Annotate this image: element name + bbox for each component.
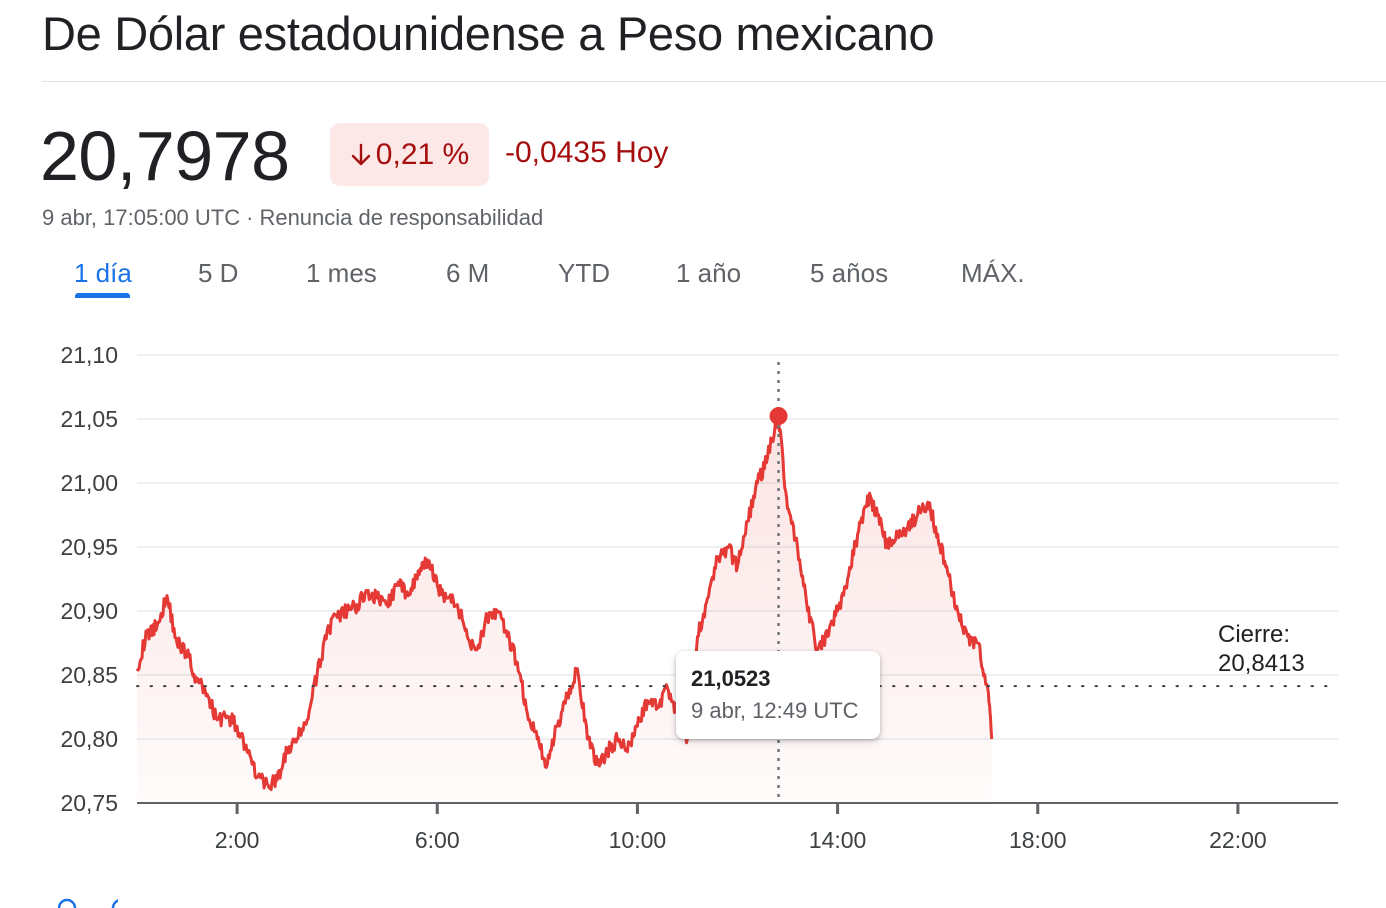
change-absolute: -0,0435 Hoy <box>505 136 669 169</box>
tab-1-ano[interactable]: 1 año <box>676 258 742 288</box>
arrow-down-icon <box>350 143 372 167</box>
price-area <box>137 416 992 803</box>
tab-6-m[interactable]: 6 M <box>446 258 490 288</box>
header-divider <box>42 81 1386 82</box>
hover-point <box>769 407 788 426</box>
change-percent-value: 0,21 % <box>375 137 470 171</box>
x-tick-label: 6:00 <box>415 827 460 853</box>
tooltip-time: 9 abr, 12:49 UTC <box>691 698 859 723</box>
y-tick-label: 20,75 <box>60 790 118 816</box>
x-tick-label: 10:00 <box>609 827 667 853</box>
quote-timestamp: 9 abr, 17:05:00 UTC <box>42 205 241 230</box>
close-caption: Cierre: <box>1218 621 1291 648</box>
tab-1-dia[interactable]: 1 día <box>74 258 132 288</box>
tooltip-value: 21,0523 <box>691 666 771 691</box>
tab-max[interactable]: MÁX. <box>961 258 1025 288</box>
quote-meta: 9 abr, 17:05:00 UTC · Renuncia de responsa… <box>42 205 543 231</box>
close-value: 20,8413 <box>1218 650 1305 677</box>
partial-footer-icon <box>58 898 118 908</box>
y-tick-label: 20,90 <box>60 598 118 624</box>
y-tick-label: 21,00 <box>60 470 118 496</box>
page-title: De Dólar estadounidense a Peso mexicano <box>42 7 935 60</box>
y-tick-label: 20,80 <box>60 726 118 752</box>
previous-close-label: Cierre: 20,8413 <box>1218 620 1305 678</box>
tab-ytd[interactable]: YTD <box>558 258 610 288</box>
y-tick-label: 20,85 <box>60 662 118 688</box>
price-line <box>135 414 994 792</box>
x-tick-label: 14:00 <box>809 827 867 853</box>
change-percent-badge: 0,21 % <box>330 123 489 186</box>
y-tick-label: 20,95 <box>60 534 118 560</box>
y-tick-label: 21,05 <box>60 406 118 432</box>
y-tick-label: 21,10 <box>60 342 118 368</box>
x-tick-label: 2:00 <box>215 827 260 853</box>
tab-5-anos[interactable]: 5 años <box>810 258 889 288</box>
disclaimer-link[interactable]: Renuncia de responsabilidad <box>259 205 544 230</box>
price-tooltip: 21,0523 9 abr, 12:49 UTC <box>676 651 880 739</box>
x-tick-label: 22:00 <box>1209 827 1267 853</box>
price-chart[interactable]: 21,10 21,05 21,00 20,95 20,90 20,85 20,80 20,75… <box>0 330 1386 870</box>
current-price: 20,7978 <box>40 117 290 195</box>
active-tab-indicator <box>75 293 130 298</box>
meta-separator: · <box>246 205 254 230</box>
tab-1-mes[interactable]: 1 mes <box>306 258 377 288</box>
tab-5-d[interactable]: 5 D <box>198 258 239 288</box>
x-tick-label: 18:00 <box>1009 827 1067 853</box>
